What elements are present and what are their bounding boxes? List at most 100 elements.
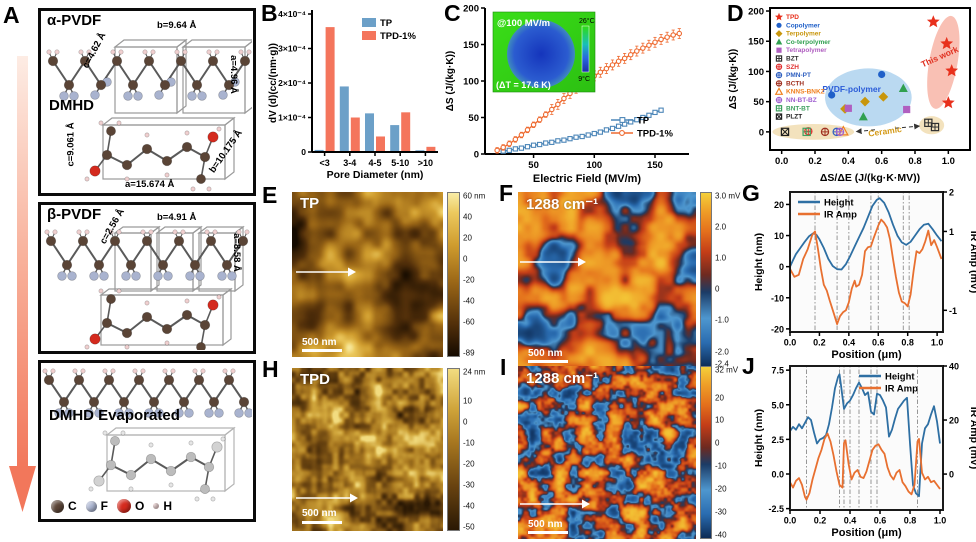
colorbar-tick: 10 bbox=[463, 396, 472, 406]
colorbar-i bbox=[700, 366, 712, 539]
svg-text:PMN-PT: PMN-PT bbox=[786, 72, 811, 79]
svg-text:Position (μm): Position (μm) bbox=[831, 527, 902, 539]
colorbar-tick: -2.0 bbox=[715, 347, 729, 357]
beta-dim-a: a=8.58 Å bbox=[230, 233, 242, 272]
svg-text:150: 150 bbox=[748, 37, 764, 48]
colorbar-tick: 0 bbox=[463, 254, 468, 264]
colorbar-tick: 40 bbox=[463, 212, 472, 222]
colorbar-tick: 24 nm bbox=[463, 367, 486, 377]
colorbar-tick: 0 bbox=[715, 284, 720, 294]
svg-text:0.8: 0.8 bbox=[901, 338, 914, 348]
colorbar-e bbox=[447, 192, 460, 357]
colorbar-labels-e: 60 nm 40 20 0 -20 -40 -60 -89 bbox=[460, 192, 494, 358]
svg-text:TP: TP bbox=[637, 116, 650, 127]
svg-text:0.8: 0.8 bbox=[908, 156, 921, 167]
svg-text:PLZT: PLZT bbox=[786, 114, 802, 121]
svg-text:2×10⁻⁴: 2×10⁻⁴ bbox=[278, 78, 306, 88]
svg-text:TPD-1%: TPD-1% bbox=[380, 31, 416, 42]
svg-text:10: 10 bbox=[774, 231, 784, 241]
atom-legend-item: C bbox=[51, 499, 77, 513]
svg-text:TPD: TPD bbox=[786, 14, 799, 21]
panel-label-d: D bbox=[727, 0, 744, 26]
panel-label-e: E bbox=[262, 182, 278, 208]
svg-text:5-10: 5-10 bbox=[391, 158, 409, 168]
panel-label-c: C bbox=[444, 0, 461, 26]
svg-text:0.0: 0.0 bbox=[784, 338, 797, 348]
svg-text:-10: -10 bbox=[771, 293, 784, 303]
svg-text:TP: TP bbox=[380, 18, 393, 29]
colorbar-tick: -1.0 bbox=[715, 315, 729, 325]
svg-text:IR Amp (mV): IR Amp (mV) bbox=[968, 231, 976, 294]
svg-text:Co-terpolymer: Co-terpolymer bbox=[786, 39, 831, 46]
scalebar bbox=[302, 349, 342, 352]
scalebar-label: 500 nm bbox=[302, 508, 337, 519]
svg-text:1.0: 1.0 bbox=[931, 338, 944, 348]
panel-label-j: J bbox=[742, 353, 755, 379]
beta-pvdf-box: β-PVDF c=2.56 Å b=4.91 Å a=8.58 Å bbox=[38, 202, 256, 354]
svg-text:ΔS (J/(kg·K)): ΔS (J/(kg·K)) bbox=[728, 49, 739, 110]
atom-dot-f bbox=[85, 500, 97, 512]
svg-text:0.0: 0.0 bbox=[784, 516, 797, 526]
svg-text:0: 0 bbox=[949, 470, 954, 480]
svg-text:1×10⁻⁴: 1×10⁻⁴ bbox=[278, 113, 306, 123]
svg-text:Height: Height bbox=[824, 198, 854, 209]
svg-text:@100 MV/m: @100 MV/m bbox=[497, 18, 550, 29]
ir-texture-tpd bbox=[518, 366, 696, 539]
beta-pvdf-title: β-PVDF bbox=[47, 206, 102, 223]
svg-text:26°C: 26°C bbox=[579, 17, 595, 25]
svg-text:0.6: 0.6 bbox=[875, 156, 888, 167]
svg-text:>10: >10 bbox=[418, 158, 433, 168]
svg-text:IR Amp: IR Amp bbox=[885, 384, 918, 395]
colorbar-tick: 2.0 bbox=[715, 222, 727, 232]
colorbar-tick: 3.0 mV bbox=[715, 191, 741, 201]
colorbar-tick: 32 mV bbox=[715, 365, 739, 375]
svg-text:7.5: 7.5 bbox=[771, 366, 784, 376]
svg-text:Copolymer: Copolymer bbox=[786, 22, 820, 29]
afm-texture-tp bbox=[292, 192, 443, 357]
svg-text:0.4: 0.4 bbox=[843, 338, 856, 348]
atom-label: O bbox=[135, 499, 145, 513]
svg-text:0.6: 0.6 bbox=[872, 338, 885, 348]
colorbar-tick: -2.4 bbox=[715, 359, 729, 369]
alpha-dim-a: a=4.96 Å bbox=[227, 55, 239, 94]
colorbar-tick: -60 bbox=[463, 317, 475, 327]
svg-text:1.0: 1.0 bbox=[942, 156, 955, 167]
panel-label-h: H bbox=[262, 356, 279, 382]
colorbar-tick: -20 bbox=[463, 459, 475, 469]
svg-text:Tetrapolymer: Tetrapolymer bbox=[786, 47, 827, 54]
colorbar-labels-f: 3.0 mV 2.0 1.0 0 -1.0 -2.0 -2.4 bbox=[712, 191, 746, 369]
svg-text:40: 40 bbox=[949, 362, 959, 372]
image-tag-tpd: TPD bbox=[300, 371, 330, 388]
atom-dot-h bbox=[153, 503, 160, 509]
svg-text:1: 1 bbox=[949, 227, 954, 237]
colorbar-tick: -40 bbox=[463, 296, 475, 306]
atom-label: C bbox=[68, 499, 77, 513]
svg-text:Position (μm): Position (μm) bbox=[831, 349, 902, 361]
atom-dot-o bbox=[117, 499, 132, 513]
svg-text:0.6: 0.6 bbox=[874, 516, 887, 526]
svg-text:0: 0 bbox=[474, 150, 479, 161]
image-tag-wavenumber: 1288 cm⁻¹ bbox=[526, 196, 599, 213]
colorbar-tick: 10 bbox=[715, 415, 724, 425]
entropy-vs-field-chart: 0 50 100 150 200 50 100 150 Electric Field (MV/m… bbox=[445, 4, 689, 185]
svg-text:5.0: 5.0 bbox=[771, 400, 784, 410]
svg-text:100: 100 bbox=[586, 160, 602, 171]
colorbar-tick: 20 bbox=[463, 233, 472, 243]
svg-text:3×10⁻⁴: 3×10⁻⁴ bbox=[278, 44, 306, 54]
svg-text:BNT-BT: BNT-BT bbox=[786, 105, 810, 112]
panel-label-a: A bbox=[3, 2, 20, 28]
svg-text:IR Amp: IR Amp bbox=[824, 210, 857, 221]
svg-text:Ceramic: Ceramic bbox=[868, 124, 903, 139]
colorbar-h bbox=[447, 368, 460, 531]
svg-text:NN-BT-BZ: NN-BT-BZ bbox=[786, 97, 817, 104]
svg-text:0.8: 0.8 bbox=[904, 516, 917, 526]
svg-text:0.2: 0.2 bbox=[808, 156, 821, 167]
svg-text:SZH: SZH bbox=[786, 64, 799, 71]
panel-label-i: I bbox=[500, 354, 507, 380]
svg-text:TPD-1%: TPD-1% bbox=[637, 129, 673, 140]
svg-text:0.0: 0.0 bbox=[771, 470, 784, 480]
colorbar-tick: -40 bbox=[715, 530, 727, 540]
svg-text:200: 200 bbox=[463, 4, 479, 15]
svg-text:3-4: 3-4 bbox=[343, 158, 356, 168]
